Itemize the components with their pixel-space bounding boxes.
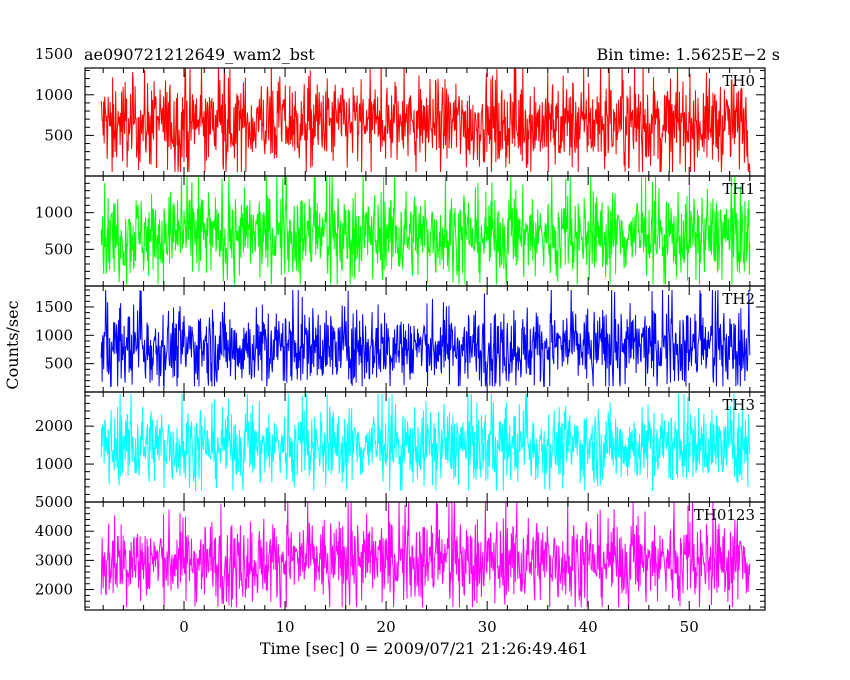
panel-th0: 500 1000 1500 TH0 <box>35 45 766 177</box>
y-tick-label: 500 <box>44 240 73 258</box>
series-line-th1 <box>100 176 751 285</box>
y-tick-label: 2000 <box>35 417 73 435</box>
x-axis-label: Time [sec] 0 = 2009/07/21 21:26:49.461 <box>260 639 588 658</box>
x-axis: 0 10 20 30 40 50 <box>179 618 699 636</box>
series-label-th3: TH3 <box>722 396 755 414</box>
y-tick-label: 2000 <box>35 581 73 599</box>
series-line-th0123 <box>100 502 751 608</box>
y-tick-label: 500 <box>44 355 73 373</box>
series-label-th1: TH1 <box>722 180 755 198</box>
series-line-th0 <box>100 68 751 172</box>
y-tick-label: 1500 <box>35 298 73 316</box>
panel-frame <box>84 501 766 611</box>
x-tick-label: 20 <box>377 618 396 636</box>
x-tick-label: 50 <box>680 618 699 636</box>
series-label-th0: TH0 <box>722 72 755 90</box>
y-tick-label: 1000 <box>35 204 73 222</box>
x-tick-label: 40 <box>579 618 598 636</box>
series-line-th2 <box>100 289 751 388</box>
x-tick-label: 0 <box>179 618 189 636</box>
series-label-th2: TH2 <box>722 290 755 308</box>
panel-th1: 500 1000 TH1 <box>35 175 766 287</box>
y-tick-label: 1000 <box>35 455 73 473</box>
chart-title-right: Bin time: 1.5625E−2 s <box>597 45 780 64</box>
y-tick-label: 500 <box>44 126 73 144</box>
panel-th3: 1000 2000 TH3 <box>35 391 766 503</box>
y-tick-label: 3000 <box>35 551 73 569</box>
panel-th0123: 2000 3000 4000 5000 TH0123 <box>35 493 766 611</box>
panel-th2: 500 1000 1500 TH2 <box>35 285 766 393</box>
y-tick-label: 1000 <box>35 86 73 104</box>
y-tick-label: 5000 <box>35 493 73 511</box>
chart-title-left: ae090721212649_wam2_bst <box>84 45 315 64</box>
y-axis-label: Counts/sec <box>3 300 22 389</box>
series-label-th0123: TH0123 <box>694 506 755 524</box>
series-line-th3 <box>100 393 751 491</box>
x-tick-label: 10 <box>276 618 295 636</box>
y-tick-label: 1000 <box>35 326 73 344</box>
panels-group: 500 1000 1500 TH0 500 1000 TH1 500 1000 1500 TH2 10… <box>35 45 766 611</box>
y-tick-label: 4000 <box>35 522 73 540</box>
x-tick-label: 30 <box>478 618 497 636</box>
y-tick-label: 1500 <box>35 45 73 63</box>
